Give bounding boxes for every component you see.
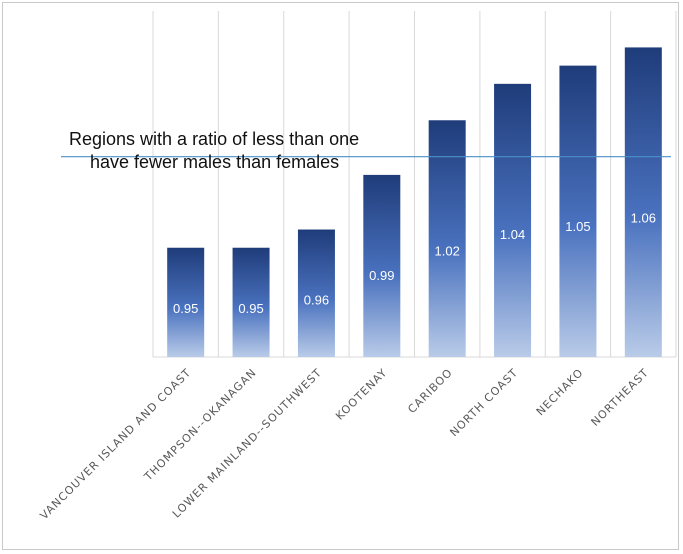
data-labels: 0.95 0.95 0.96 0.99 1.02 1.04 1.05 1.06 [173, 211, 656, 316]
data-label: 0.95 [238, 301, 263, 316]
x-tick-label: LOWER MAINLAND--SOUTHWEST [170, 366, 325, 521]
x-tick-label: NORTH COAST [447, 366, 520, 439]
annotation-line-1: Regions with a ratio of less than one [69, 129, 359, 149]
data-label: 1.05 [565, 219, 590, 234]
data-label: 1.02 [435, 243, 460, 258]
data-label: 0.95 [173, 301, 198, 316]
bar [559, 65, 597, 357]
data-label: 0.96 [304, 293, 329, 308]
x-tick-label: NORTHEAST [589, 366, 652, 429]
data-label: 1.04 [500, 227, 525, 242]
bar-chart: 0.95 0.95 0.96 0.99 1.02 1.04 1.05 1.06 Regions… [38, 11, 677, 522]
bar [232, 247, 270, 357]
bars [167, 47, 662, 358]
bar [297, 229, 335, 357]
bar [167, 247, 205, 357]
gridlines [152, 11, 677, 358]
x-tick-label: CARIBOO [405, 366, 455, 416]
x-tick-label: VANCOUVER ISLAND AND COAST [38, 366, 194, 522]
bar [363, 174, 401, 357]
bar [428, 120, 466, 358]
x-axis-tick-labels: VANCOUVER ISLAND AND COASTTHOMPSON--OKAN… [38, 366, 652, 522]
x-tick-label: NECHAKO [534, 366, 586, 418]
data-label: 0.99 [369, 268, 394, 283]
annotation-line-2: have fewer males than females [90, 152, 339, 172]
x-tick-label: KOOTENAY [333, 366, 390, 423]
bar [494, 83, 532, 357]
data-label: 1.06 [631, 211, 656, 226]
x-tick-label: THOMPSON--OKANAGAN [141, 366, 259, 484]
bar [624, 47, 662, 357]
